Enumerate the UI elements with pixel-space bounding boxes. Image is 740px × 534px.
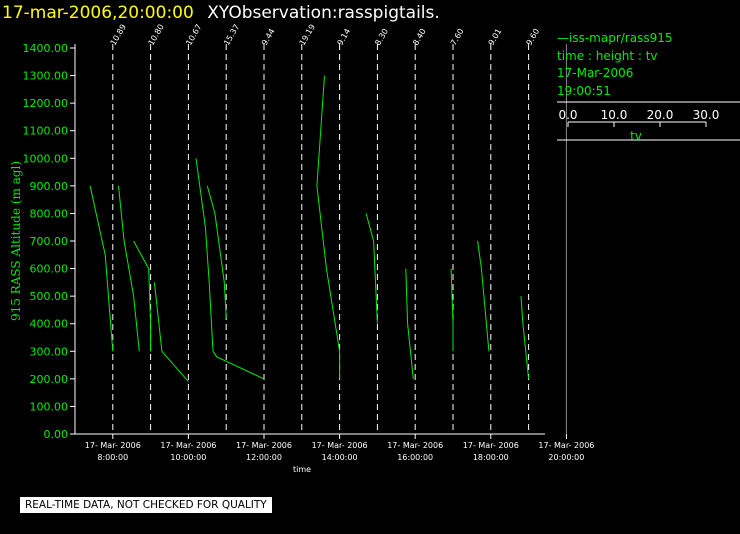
y-tick-label: 600.00	[30, 263, 69, 276]
baseline-label: 15.37	[222, 23, 241, 47]
x-tick-label: 17- Mar- 2006	[538, 441, 594, 450]
baseline-label: 8.30	[373, 27, 390, 47]
baseline-label: 9.44	[260, 27, 277, 47]
y-axis-label: 915 RASS Altitude (m agl)	[9, 161, 23, 321]
baseline-label: 9.60	[525, 27, 542, 47]
tv-profile-line	[405, 268, 414, 379]
tv-profile-line	[89, 185, 114, 352]
legend-series: —iss-mapr/rass915	[557, 31, 673, 45]
quality-warning: REAL-TIME DATA, NOT CHECKED FOR QUALITY	[20, 497, 272, 513]
baseline-label: 9.14	[336, 27, 353, 47]
x-tick-label: 17- Mar- 2006	[236, 441, 292, 450]
tv-profile-line	[365, 213, 378, 324]
x-tick-label: 14:00:00	[322, 453, 358, 462]
x-tick-label: 8:00:00	[97, 453, 128, 462]
tv-profile-line	[153, 282, 189, 382]
title-datetime: 17-mar-2006,20:00:00	[2, 3, 194, 23]
y-tick-label: 1200.00	[23, 97, 69, 110]
legend: —iss-mapr/rass915 time : height : tv 17-…	[557, 30, 673, 100]
tv-profile-line	[520, 296, 530, 379]
tv-profile-line	[206, 185, 227, 319]
y-tick-label: 900.00	[30, 180, 69, 193]
x-axis-label: time	[293, 465, 311, 474]
y-tick-label: 1000.00	[23, 152, 69, 165]
legend-scale-tick-label: 30.0	[693, 108, 720, 122]
chart-title: 17-mar-2006,20:00:00 XYObservation:rassp…	[2, 3, 440, 23]
baseline-label: 8.40	[411, 27, 428, 47]
x-tick-label: 17- Mar- 2006	[85, 441, 141, 450]
x-tick-label: 12:00:00	[246, 453, 282, 462]
baseline-label: 19.19	[298, 23, 317, 47]
y-tick-label: 400.00	[30, 318, 69, 331]
baseline-label: 10.89	[109, 23, 128, 47]
y-tick-label: 0.00	[44, 428, 69, 441]
legend-series-label: iss-mapr/rass915	[569, 31, 673, 45]
legend-date: 17-Mar-2006	[557, 66, 634, 80]
legend-scale-tick-label: 0.0	[558, 108, 577, 122]
baseline-label: 9.01	[487, 27, 504, 47]
y-tick-label: 200.00	[30, 373, 69, 386]
x-tick-label: 17- Mar- 2006	[160, 441, 216, 450]
x-tick-label: 17- Mar- 2006	[387, 441, 443, 450]
y-tick-label: 300.00	[30, 345, 69, 358]
legend-scale-label: tv	[630, 129, 642, 143]
y-tick-label: 800.00	[30, 207, 69, 220]
y-tick-label: 500.00	[30, 290, 69, 303]
legend-scale-tick-label: 20.0	[647, 108, 674, 122]
x-tick-label: 20:00:00	[548, 453, 584, 462]
baseline-label: 10.80	[147, 23, 166, 47]
baseline-label: 10.67	[184, 23, 203, 47]
y-tick-label: 700.00	[30, 235, 69, 248]
y-tick-label: 100.00	[30, 400, 69, 413]
y-tick-label: 1300.00	[23, 70, 69, 83]
tv-profile-line	[118, 185, 140, 352]
x-tick-label: 18:00:00	[473, 453, 509, 462]
legend-time: 19:00:51	[557, 83, 611, 98]
x-tick-label: 10:00:00	[170, 453, 206, 462]
x-tick-label: 16:00:00	[397, 453, 433, 462]
title-observation: XYObservation:rasspigtails.	[207, 3, 440, 23]
tv-profile-line	[195, 158, 265, 380]
tv-profile-line	[316, 75, 341, 379]
y-tick-label: 1100.00	[23, 125, 69, 138]
tv-profile-line	[477, 240, 490, 352]
tv-profile-line	[450, 268, 454, 352]
tv-profile-line	[133, 240, 152, 352]
baseline-label: 7.60	[449, 27, 466, 47]
legend-variables: time : height : tv	[557, 48, 658, 63]
y-tick-label: 1400.00	[23, 42, 69, 55]
x-tick-label: 17- Mar- 2006	[463, 441, 519, 450]
legend-scale-tick-label: 10.0	[601, 108, 628, 122]
x-tick-label: 17- Mar- 2006	[312, 441, 368, 450]
